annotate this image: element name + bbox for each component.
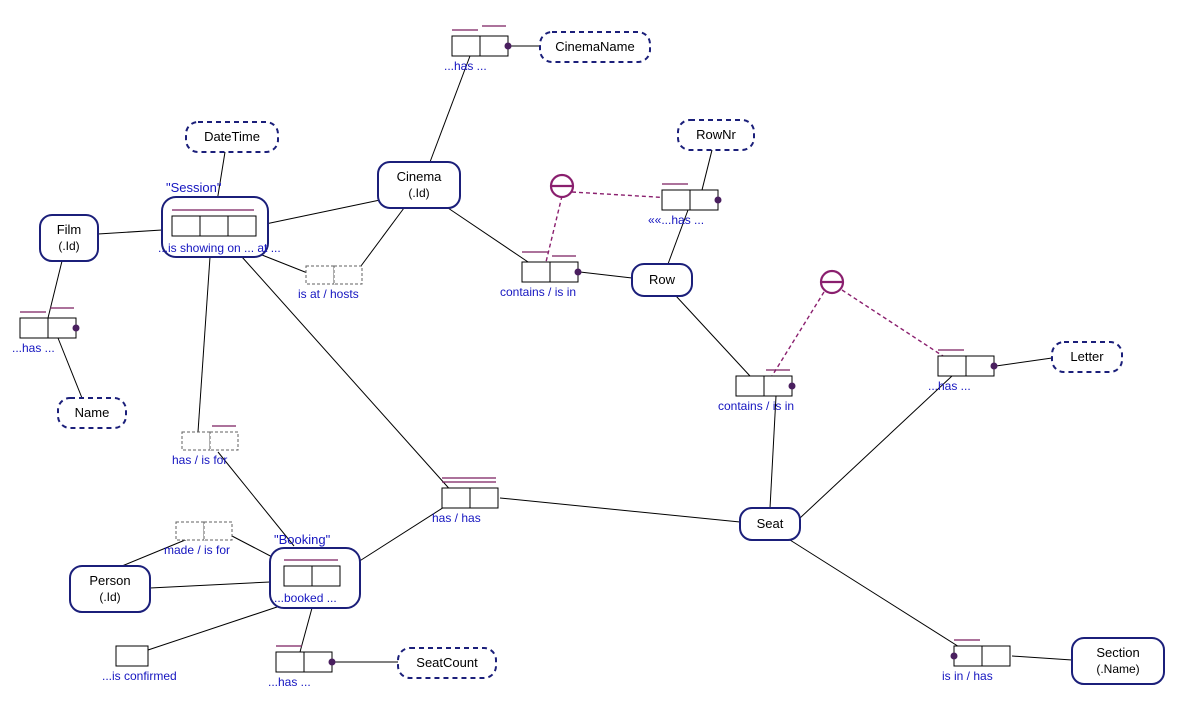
value-seatcount: SeatCount [398,648,496,678]
fact-cinema-has-name: ...has ... [444,26,512,73]
svg-text:made / is for: made / is for [164,543,230,557]
value-name: Name [58,398,126,428]
value-letter: Letter [1052,342,1122,372]
ring-connectors [546,192,946,376]
value-rownr: RowNr [678,120,754,150]
film-ref: (.Id) [58,239,79,253]
svg-text:RowNr: RowNr [696,127,736,142]
svg-text:Letter: Letter [1070,349,1104,364]
ring-constraint-2 [821,271,843,293]
fact-row-has-rownr: ««...has ... [648,184,722,227]
fact-cinema-contains-row: contains / is in [500,252,582,299]
svg-text:...has ...: ...has ... [444,59,487,73]
svg-text:Name: Name [75,405,110,420]
section-label: Section [1096,645,1139,660]
svg-text:...has ...: ...has ... [268,675,311,689]
entity-film: Film (.Id) [40,215,98,261]
value-cinemaname: CinemaName [540,32,650,62]
svg-text:has / has: has / has [432,511,481,525]
svg-text:...has ...: ...has ... [12,341,55,355]
film-label: Film [57,222,82,237]
ring-constraint-1 [551,175,573,197]
svg-text:is in / has: is in / has [942,669,993,683]
fact-booking-has-seat: has / has [432,478,498,525]
entity-seat: Seat [740,508,800,540]
svg-text:contains / is in: contains / is in [718,399,794,413]
svg-text:...is confirmed: ...is confirmed [102,669,177,683]
fact-seat-in-section: is in / has [942,640,1010,683]
person-ref: (.Id) [99,590,120,604]
svg-text:...is showing on ... at ...: ...is showing on ... at ... [158,241,281,255]
fact-session-is-at: is at / hosts [298,266,362,301]
person-label: Person [89,573,130,588]
value-datetime: DateTime [186,122,278,152]
fact-person-made-booking: made / is for [164,522,232,557]
svg-text:is at / hosts: is at / hosts [298,287,359,301]
svg-text:...has ...: ...has ... [928,379,971,393]
fact-seat-has-letter: ...has ... [928,350,998,393]
entity-section: Section (.Name) [1072,638,1164,684]
cinema-ref: (.Id) [408,186,429,200]
svg-text:SeatCount: SeatCount [416,655,478,670]
row-label: Row [649,272,676,287]
fact-booking-has-count: ...has ... [268,646,336,689]
fact-booking-confirmed: ...is confirmed [102,646,177,683]
svg-text:CinemaName: CinemaName [555,39,634,54]
cinema-label: Cinema [397,169,443,184]
svg-text:...booked ...: ...booked ... [274,591,337,605]
objectified-session: "Session" ...is showing on ... at ... [158,180,281,257]
orm-diagram: Film (.Id) Cinema (.Id) Row Seat Person … [0,0,1200,720]
svg-text:««...has ...: ««...has ... [648,213,704,227]
svg-text:"Session": "Session" [166,180,222,195]
entity-person: Person (.Id) [70,566,150,612]
fact-row-contains-seat: contains / is in [718,370,796,413]
fact-session-has-booking: has / is for [172,426,238,467]
entity-cinema: Cinema (.Id) [378,162,460,208]
svg-text:contains / is in: contains / is in [500,285,576,299]
svg-text:DateTime: DateTime [204,129,260,144]
objectified-booking: "Booking" ...booked ... [270,532,360,608]
section-ref: (.Name) [1096,662,1139,676]
svg-text:has / is for: has / is for [172,453,227,467]
seat-label: Seat [757,516,784,531]
entity-row: Row [632,264,692,296]
svg-text:"Booking": "Booking" [274,532,331,547]
fact-film-has-name: ...has ... [12,308,80,355]
